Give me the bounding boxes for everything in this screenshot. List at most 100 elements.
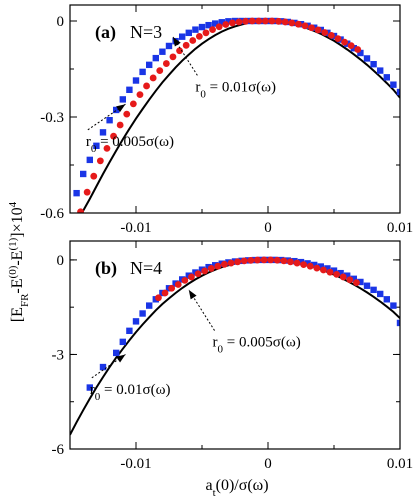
annotation-label: r0 = 0.005σ(ω) xyxy=(213,335,301,356)
data-point-circle xyxy=(308,24,315,32)
data-point-square xyxy=(185,29,192,37)
data-point-circle xyxy=(301,22,309,30)
data-point-circle xyxy=(207,265,215,272)
data-point-square xyxy=(383,74,390,81)
data-point-circle xyxy=(333,271,341,278)
data-point-square xyxy=(119,338,126,346)
data-point-circle xyxy=(149,74,157,82)
data-point-circle xyxy=(214,262,222,270)
data-point-square xyxy=(139,310,146,317)
data-point-circle xyxy=(123,110,131,118)
y-tick-label: -6 xyxy=(52,442,65,458)
panel-b: -0.01 0 0.01 0 -3 -6 (b) N=4 r0 = 0.005σ(ω) r0 = … xyxy=(52,240,413,472)
data-point-circle xyxy=(306,262,314,270)
data-point-circle xyxy=(293,259,301,267)
data-point-square xyxy=(152,54,159,62)
data-point-square xyxy=(330,267,338,274)
data-point-square xyxy=(337,269,344,277)
data-point-square xyxy=(165,42,173,50)
data-point-circle xyxy=(228,19,236,27)
data-point-circle xyxy=(273,256,281,264)
data-point-circle xyxy=(110,132,117,140)
data-point-square xyxy=(159,48,166,55)
data-point-circle xyxy=(143,82,150,90)
data-point-square xyxy=(396,319,400,327)
data-point-square xyxy=(86,384,93,391)
x-tick-label: 0 xyxy=(264,456,272,472)
data-point-square xyxy=(297,258,305,266)
data-point-circle xyxy=(227,259,235,267)
data-point-circle xyxy=(129,100,137,108)
x-tick-label: 0 xyxy=(264,220,272,236)
data-point-circle xyxy=(280,257,288,265)
panel-n-label: N=3 xyxy=(130,22,162,42)
data-point-circle xyxy=(136,91,144,98)
data-point-square xyxy=(396,88,400,96)
data-point-circle xyxy=(181,276,189,284)
data-point-circle xyxy=(281,18,289,26)
annotation-label: r0 = 0.01σ(ω) xyxy=(90,382,171,403)
data-point-square xyxy=(86,156,93,164)
data-point-circle xyxy=(221,260,228,268)
data-point-circle xyxy=(313,264,321,272)
data-point-circle xyxy=(156,67,164,74)
data-point-square xyxy=(132,77,140,84)
data-point-circle xyxy=(176,47,183,55)
data-point-square xyxy=(119,96,126,103)
data-point-circle xyxy=(268,17,276,25)
data-point-square xyxy=(344,272,351,279)
data-point-square xyxy=(146,61,153,69)
data-point-square xyxy=(311,261,318,269)
data-point-circle xyxy=(275,17,282,25)
data-point-square xyxy=(304,260,311,267)
x-tick-label: 0.01 xyxy=(387,456,413,472)
data-point-circle xyxy=(202,29,210,37)
y-tick-label: -0.6 xyxy=(40,206,64,222)
panel-a: -0.01 0 0.01 0 -0.3 -0.6 (a) N=3 r0 = 0.01σ(ω) r0… xyxy=(40,4,413,236)
data-point-circle xyxy=(300,261,308,269)
data-point-square xyxy=(317,263,324,270)
data-point-square xyxy=(390,302,397,309)
data-point-square xyxy=(383,296,390,303)
data-point-square xyxy=(370,286,377,294)
data-point-circle xyxy=(314,26,322,34)
data-point-circle xyxy=(155,294,162,302)
data-point-circle xyxy=(248,17,256,25)
data-point-square xyxy=(93,142,100,149)
data-point-circle xyxy=(201,267,209,275)
data-point-circle xyxy=(242,17,249,25)
data-point-circle xyxy=(96,157,104,165)
data-point-circle xyxy=(247,256,255,264)
data-point-square xyxy=(370,61,377,68)
data-point-circle xyxy=(353,279,360,286)
annotation-arrowhead xyxy=(116,104,126,113)
data-point-square xyxy=(80,170,87,178)
data-point-circle xyxy=(294,20,302,28)
data-point-square xyxy=(198,23,206,31)
data-point-square xyxy=(126,86,133,93)
data-point-circle xyxy=(222,21,230,28)
y-axis-label: [EFR-E(0)-E(1)]×104 xyxy=(7,201,31,322)
data-point-square xyxy=(132,318,140,325)
data-point-square xyxy=(126,327,133,335)
data-point-circle xyxy=(327,32,335,39)
data-point-square xyxy=(99,363,107,371)
x-axis-label: at(0)/σ(ω) xyxy=(205,477,268,499)
data-point-square xyxy=(192,26,199,33)
data-point-square xyxy=(225,18,232,25)
panel-label: (b) xyxy=(95,258,117,279)
plot-area xyxy=(73,17,400,213)
data-point-circle xyxy=(174,281,182,288)
data-point-circle xyxy=(162,60,170,67)
data-point-square xyxy=(377,290,384,298)
data-point-circle xyxy=(267,256,275,264)
data-point-square xyxy=(99,129,107,136)
y-tick-label: -3 xyxy=(52,347,65,363)
annotation-label: r0 = 0.01σ(ω) xyxy=(195,79,276,100)
x-tick-label: -0.01 xyxy=(120,456,151,472)
data-point-square xyxy=(218,19,225,26)
data-point-square xyxy=(350,275,357,283)
data-point-circle xyxy=(161,289,169,297)
plot-frame xyxy=(69,240,401,450)
